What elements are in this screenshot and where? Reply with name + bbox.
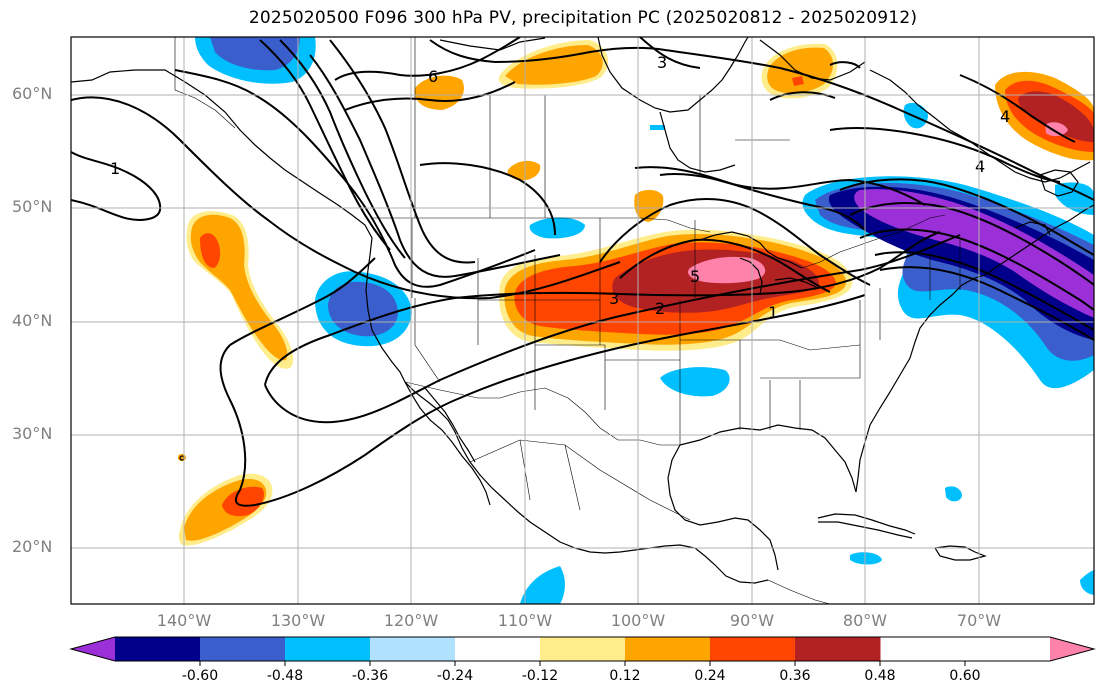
latitude-label: 60°N bbox=[12, 84, 53, 103]
colorbar-cell bbox=[370, 637, 456, 661]
contour-label: 4 bbox=[1000, 107, 1010, 126]
colorbar-tick-label: -0.36 bbox=[351, 668, 389, 684]
colorbar-extend-left bbox=[71, 637, 115, 661]
latitude-label: 50°N bbox=[12, 197, 53, 216]
colorbar-cell bbox=[115, 637, 201, 661]
colorbar-tick-label: 0.24 bbox=[694, 668, 726, 684]
longitude-label: 90°W bbox=[729, 611, 775, 630]
gridlines bbox=[71, 37, 1094, 604]
colorbar-tick-label: 0.36 bbox=[779, 668, 811, 684]
longitude-label: 80°W bbox=[842, 611, 888, 630]
contour-label: 1 bbox=[768, 303, 778, 322]
latitude-label: 20°N bbox=[12, 537, 53, 556]
longitude-label: 110°W bbox=[497, 611, 553, 630]
colorbar-tick-label: -0.48 bbox=[266, 668, 304, 684]
longitude-label: 70°W bbox=[956, 611, 1002, 630]
latitude-label: 40°N bbox=[12, 311, 53, 330]
colorbar-tick-label: 0.60 bbox=[949, 668, 981, 684]
longitude-label: 140°W bbox=[156, 611, 212, 630]
contour-label: 6 bbox=[428, 67, 438, 86]
colorbar-cell bbox=[625, 637, 711, 661]
contour-label: 4 bbox=[975, 157, 985, 176]
pv-contours bbox=[71, 37, 1094, 507]
map-frame bbox=[70, 36, 1095, 605]
map-title: 2025020500 F096 300 hPa PV, precipitatio… bbox=[248, 8, 918, 28]
contour-label: 2 bbox=[655, 299, 665, 318]
colorbar-cell bbox=[200, 637, 286, 661]
colorbar-cells bbox=[115, 637, 881, 661]
colorbar-tick-label: -0.60 bbox=[181, 668, 219, 684]
colorbar-cell bbox=[455, 637, 541, 661]
contour-label: 5 bbox=[690, 267, 700, 286]
colorbar-cell bbox=[710, 637, 796, 661]
negative-precip-shading bbox=[195, 37, 1094, 604]
colorbar-tick-label: -0.12 bbox=[521, 668, 559, 684]
contour-labels: 1 1 2 3 4 5 6 3 4 bbox=[110, 53, 1010, 322]
colorbar-tick-label: 0.48 bbox=[864, 668, 896, 684]
contour-label: 3 bbox=[657, 53, 667, 72]
colorbar-cell bbox=[795, 637, 881, 661]
colorbar-cell bbox=[540, 637, 626, 661]
colorbar-extend-right bbox=[1050, 637, 1094, 661]
contour-label: 1 bbox=[110, 159, 120, 178]
colorbar-tick-label: 0.12 bbox=[609, 668, 641, 684]
colorbar bbox=[69, 636, 1096, 666]
longitude-label: 130°W bbox=[270, 611, 326, 630]
longitude-label: 100°W bbox=[610, 611, 666, 630]
longitude-label: 120°W bbox=[383, 611, 439, 630]
contour-label: 3 bbox=[609, 289, 619, 308]
colorbar-tick-label: -0.24 bbox=[436, 668, 474, 684]
map-area: 1 1 2 3 4 5 6 3 4 bbox=[71, 37, 1094, 604]
colorbar-cell bbox=[285, 637, 371, 661]
latitude-label: 30°N bbox=[12, 424, 53, 443]
